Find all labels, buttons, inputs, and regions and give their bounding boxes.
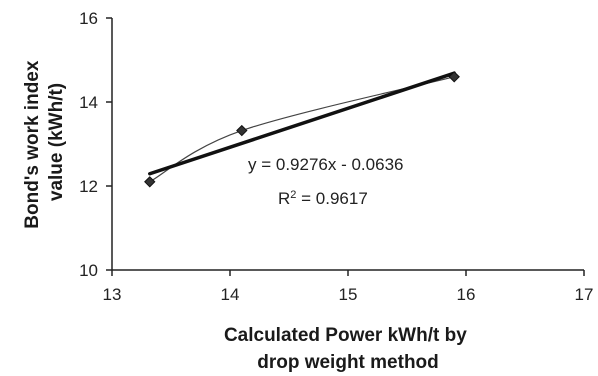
tick-labels: 10 12 14 16 13 14 15 16 17 — [79, 9, 593, 304]
y-tick-label: 10 — [79, 261, 98, 280]
y-tick-label: 12 — [79, 177, 98, 196]
x-tick-label: 17 — [575, 285, 594, 304]
x-tick-label: 13 — [103, 285, 122, 304]
data-markers — [144, 71, 460, 188]
data-point — [448, 71, 460, 83]
x-axis-title: Calculated Power kWh/t by drop weight me… — [224, 325, 472, 373]
data-point — [236, 124, 248, 137]
y-axis-title: Bond's work index value (kWh/t) — [22, 55, 67, 229]
trendline — [148, 71, 456, 176]
x-tick-label: 15 — [339, 285, 358, 304]
x-tick-label: 16 — [457, 285, 476, 304]
axes — [106, 17, 585, 276]
x-tick-label: 14 — [221, 285, 240, 304]
svg-text:Bond's work index value: Bond's work index value (kWh/t) — [22, 55, 67, 228]
y-tick-label: 16 — [79, 9, 98, 28]
trendline-equation: y = 0.9276x - 0.0636 — [248, 155, 403, 174]
y-tick-label: 14 — [79, 93, 98, 112]
r-squared: R2 = 0.9617 — [278, 189, 368, 208]
data-point — [144, 176, 156, 188]
